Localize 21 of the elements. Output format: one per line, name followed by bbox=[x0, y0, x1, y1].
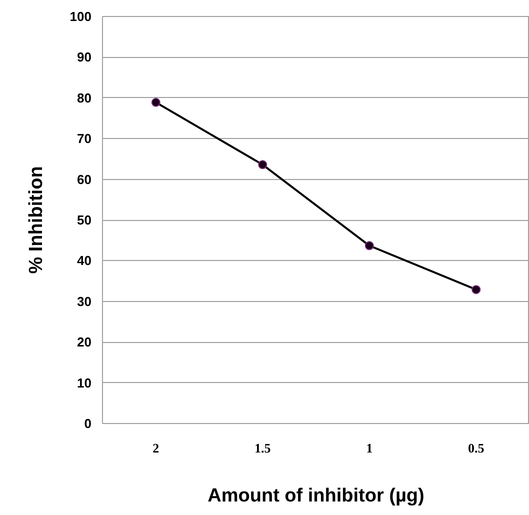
point bbox=[151, 98, 160, 107]
y-tick-label: 0 bbox=[84, 416, 92, 431]
y-tick-label: 60 bbox=[77, 172, 92, 187]
point bbox=[258, 160, 268, 170]
point bbox=[364, 241, 374, 250]
y-tick-label: 10 bbox=[77, 375, 92, 390]
y-tick-label: 30 bbox=[77, 294, 92, 309]
y-tick-label: 40 bbox=[77, 253, 92, 268]
y-tick-label: 90 bbox=[77, 50, 92, 65]
y-tick-label: 20 bbox=[77, 334, 92, 350]
y-tick-label: 50 bbox=[77, 212, 92, 228]
y-tick-label: 80 bbox=[77, 90, 92, 106]
x-axis-title: Amount of inhibitor (µg) bbox=[208, 486, 424, 506]
y-axis-title: % Inhibition bbox=[26, 166, 47, 274]
y-tick-label: 100 bbox=[70, 9, 92, 24]
x-tick-label: 2 bbox=[152, 440, 160, 456]
x-tick-label: 1 bbox=[366, 440, 373, 456]
point bbox=[472, 285, 481, 294]
y-tick-label: 70 bbox=[77, 131, 92, 146]
x-tick-label: 1.5 bbox=[254, 440, 272, 456]
x-tick-label: 0.5 bbox=[468, 440, 485, 456]
